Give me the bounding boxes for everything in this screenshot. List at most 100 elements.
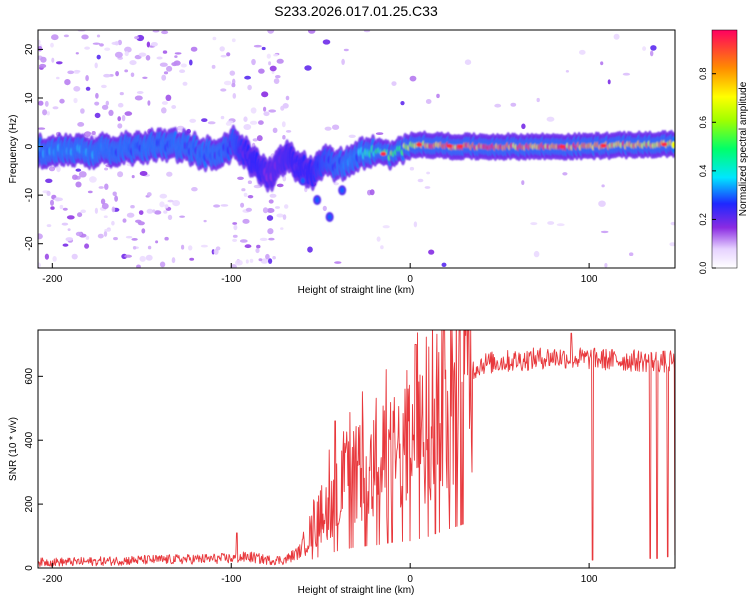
noise-speckle <box>191 187 198 192</box>
noise-speckle <box>67 70 75 75</box>
noise-speckle <box>156 56 163 60</box>
noise-speckle <box>189 59 193 66</box>
noise-speckle <box>167 214 173 220</box>
noise-speckle <box>39 63 47 69</box>
noise-speckle <box>163 71 169 75</box>
spectrogram-y-ticks: -20 -10 0 10 20 <box>24 43 43 251</box>
noise-speckle <box>138 210 144 216</box>
noise-speckle <box>670 221 675 226</box>
snr-y-axis-label: SNR (10 * v/v) <box>8 417 19 481</box>
noise-speckle <box>84 243 90 249</box>
noise-speckle <box>341 58 345 65</box>
noise-speckle <box>97 233 104 239</box>
noise-speckle <box>565 70 570 73</box>
ridge-hotspot <box>559 144 566 149</box>
noise-speckle <box>601 184 605 188</box>
noise-speckle <box>119 92 124 96</box>
noise-speckle <box>262 207 269 214</box>
noise-speckle <box>180 63 187 68</box>
noise-speckle <box>241 188 246 192</box>
noise-speckle <box>72 174 78 180</box>
spectrogram-y-tick-label: 0 <box>24 143 35 149</box>
noise-speckle <box>272 256 276 260</box>
noise-speckle <box>259 237 268 241</box>
ridge-hotspot <box>446 143 453 148</box>
noise-speckle <box>124 69 129 73</box>
noise-speckle <box>494 103 502 108</box>
noise-speckle <box>161 107 167 114</box>
noise-speckle <box>134 95 143 101</box>
spectrogram-y-tick-label: 20 <box>24 43 35 55</box>
colorbar-scale <box>711 29 738 269</box>
noise-speckle <box>152 209 156 213</box>
noise-speckle <box>304 65 312 71</box>
noise-speckle <box>307 246 313 253</box>
noise-speckle <box>268 258 273 264</box>
noise-speckle <box>91 131 96 135</box>
noise-speckle <box>642 46 647 51</box>
noise-speckle <box>546 116 555 122</box>
noise-speckle <box>244 244 252 249</box>
noise-speckle <box>117 116 121 122</box>
noise-speckle <box>629 252 634 256</box>
noise-speckle <box>130 72 135 78</box>
snr-y-tick-label: 0 <box>24 565 35 571</box>
noise-speckle <box>161 74 167 81</box>
noise-speckle <box>101 84 107 89</box>
noise-speckle <box>159 201 165 208</box>
noise-speckle <box>521 123 526 130</box>
noise-speckle <box>63 34 69 38</box>
noise-speckle <box>247 195 254 199</box>
noise-speckle <box>114 195 118 202</box>
noise-speckle <box>265 253 270 260</box>
spectrogram-x-axis-label: Height of straight line (km) <box>298 285 415 296</box>
noise-speckle <box>141 228 146 234</box>
noise-speckle <box>243 116 248 122</box>
noise-speckle <box>562 172 568 176</box>
noise-speckle <box>281 121 286 128</box>
noise-speckle <box>376 236 381 242</box>
noise-speckle <box>99 43 104 47</box>
noise-speckle <box>136 264 141 268</box>
noise-speckle <box>174 52 182 55</box>
colorbar-tick-label: 0.0 <box>698 262 708 275</box>
spectrogram-x-ticks: -200 -100 0 100 <box>42 263 598 285</box>
noise-speckle <box>161 101 168 105</box>
noise-speckle <box>536 97 540 103</box>
noise-speckle <box>155 240 159 244</box>
noise-speckle <box>333 182 339 186</box>
noise-speckle <box>428 249 435 255</box>
noise-speckle <box>161 30 169 35</box>
noise-speckle <box>242 218 250 224</box>
noise-speckle <box>182 81 188 86</box>
ridge-hotspot <box>661 142 668 147</box>
noise-speckle <box>258 258 263 262</box>
noise-speckle <box>232 93 237 99</box>
snr-x-tick-label: -200 <box>42 574 62 585</box>
colorbar-tick-label: 0.4 <box>698 165 708 178</box>
noise-speckle <box>71 253 78 260</box>
snr-y-tick-label: 600 <box>24 368 35 385</box>
noise-speckle <box>273 53 279 57</box>
noise-speckle <box>249 120 258 125</box>
noise-speckle <box>83 131 92 137</box>
colorbar-tick-label: 0.8 <box>698 67 708 80</box>
noise-speckle <box>159 62 168 67</box>
noise-speckle <box>334 261 342 264</box>
noise-speckle <box>104 228 111 232</box>
noise-speckle <box>75 52 79 55</box>
noise-speckle <box>146 208 154 214</box>
noise-speckle <box>56 76 60 80</box>
snr-y-ticks: 0 200 400 600 <box>24 368 43 571</box>
noise-speckle <box>117 39 122 46</box>
spectrogram-x-tick-label: 100 <box>581 274 598 285</box>
noise-speckle <box>111 220 115 226</box>
noise-speckle <box>212 36 217 41</box>
noise-speckle <box>380 245 384 250</box>
snr-y-tick-label: 400 <box>24 431 35 448</box>
noise-speckle <box>130 205 135 209</box>
noise-speckle <box>190 46 198 52</box>
snr-x-tick-label: 0 <box>407 574 413 585</box>
noise-speckle <box>219 46 225 52</box>
